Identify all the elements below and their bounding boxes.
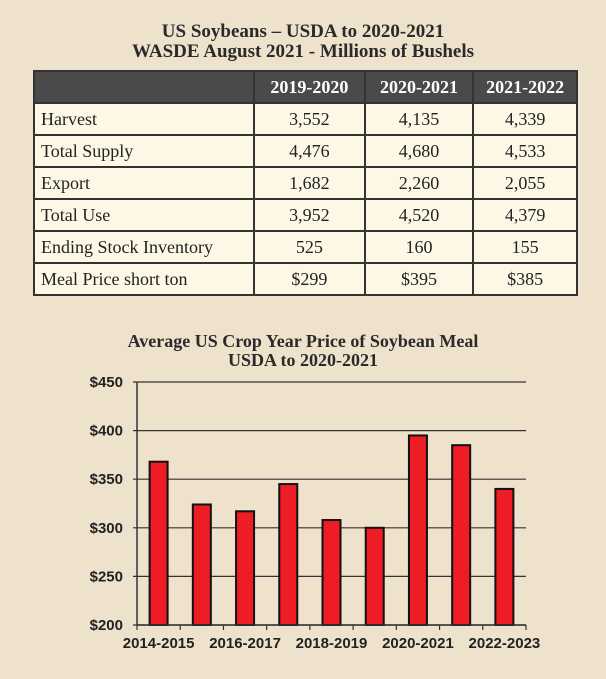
bar-2020-2021 bbox=[407, 434, 428, 626]
y-tick-label: $400 bbox=[90, 423, 123, 440]
x-tick-label: 2020-2021 bbox=[382, 635, 454, 652]
table-cell: 3,552 bbox=[253, 102, 366, 136]
x-tick-label: 2014-2015 bbox=[123, 635, 195, 652]
row-label: Export bbox=[32, 166, 256, 200]
table-cell: $395 bbox=[363, 262, 475, 296]
bar-2019-2020 bbox=[364, 526, 385, 626]
table-title: US Soybeans – USDA to 2020-2021 WASDE Au… bbox=[0, 22, 606, 62]
column-header: 2020-2021 bbox=[363, 70, 475, 104]
x-tick-label: 2022-2023 bbox=[469, 635, 541, 652]
chart-title-line: USDA to 2020-2021 bbox=[227, 350, 378, 370]
bar-2021-2022 bbox=[451, 444, 472, 626]
y-tick-label: $450 bbox=[90, 374, 123, 391]
row-label: Harvest bbox=[32, 102, 256, 136]
soybean-table: 2019-2020 2020-2021 2021-2022 Harvest 3,552… bbox=[32, 70, 578, 296]
y-tick-label: $300 bbox=[90, 520, 123, 537]
bar-2015-2016 bbox=[191, 503, 212, 626]
table-cell: 1,682 bbox=[253, 166, 366, 200]
table-cell: 3,952 bbox=[253, 198, 366, 232]
table-row: Meal Price short ton $299 $395 $385 bbox=[32, 262, 578, 296]
bar-2018-2019 bbox=[321, 519, 342, 626]
bar-2016-2017 bbox=[235, 510, 256, 626]
x-tick-label: 2016-2017 bbox=[209, 635, 281, 652]
table-cell: $385 bbox=[472, 262, 578, 296]
row-label: Total Use bbox=[32, 198, 256, 232]
table-row: Export 1,682 2,260 2,055 bbox=[32, 166, 578, 200]
table-title-line: US Soybeans – USDA to 2020-2021 bbox=[161, 21, 445, 42]
table-cell: 4,476 bbox=[253, 134, 366, 168]
table-cell: 2,260 bbox=[363, 166, 475, 200]
table-row: Total Use 3,952 4,520 4,379 bbox=[32, 198, 578, 232]
row-label: Ending Stock Inventory bbox=[32, 230, 256, 264]
table-cell: 4,339 bbox=[472, 102, 578, 136]
chart-title-line: Average US Crop Year Price of Soybean Me… bbox=[127, 331, 479, 351]
row-label: Total Supply bbox=[32, 134, 256, 168]
table-row: Harvest 3,552 4,135 4,339 bbox=[32, 102, 578, 136]
chart-title: Average US Crop Year Price of Soybean Me… bbox=[0, 332, 606, 370]
bar-2022-2023 bbox=[494, 487, 515, 627]
table-cell: 4,533 bbox=[472, 134, 578, 168]
bar-2014-2015 bbox=[148, 460, 169, 627]
table-title-line: WASDE August 2021 - Millions of Bushels bbox=[131, 41, 475, 62]
table-cell: $299 bbox=[253, 262, 366, 296]
table-cell: 2,055 bbox=[472, 166, 578, 200]
table-cell: 160 bbox=[363, 230, 475, 264]
table-cell: 4,520 bbox=[363, 198, 475, 232]
table-row: Ending Stock Inventory 525 160 155 bbox=[32, 230, 578, 264]
y-tick-label: $250 bbox=[90, 568, 123, 585]
x-tick-label: 2018-2019 bbox=[296, 635, 368, 652]
bar-2017-2018 bbox=[278, 483, 299, 626]
table-header-row: 2019-2020 2020-2021 2021-2022 bbox=[32, 70, 578, 104]
row-label: Meal Price short ton bbox=[32, 262, 256, 296]
table-cell: 4,379 bbox=[472, 198, 578, 232]
y-tick-label: $350 bbox=[90, 471, 123, 488]
table-cell: 525 bbox=[253, 230, 366, 264]
column-header: 2021-2022 bbox=[472, 70, 578, 104]
y-tick-label: $200 bbox=[90, 617, 123, 634]
table-cell: 4,135 bbox=[363, 102, 475, 136]
column-header bbox=[32, 70, 256, 104]
column-header: 2019-2020 bbox=[253, 70, 366, 104]
table-cell: 155 bbox=[472, 230, 578, 264]
table-cell: 4,680 bbox=[363, 134, 475, 168]
table-row: Total Supply 4,476 4,680 4,533 bbox=[32, 134, 578, 168]
